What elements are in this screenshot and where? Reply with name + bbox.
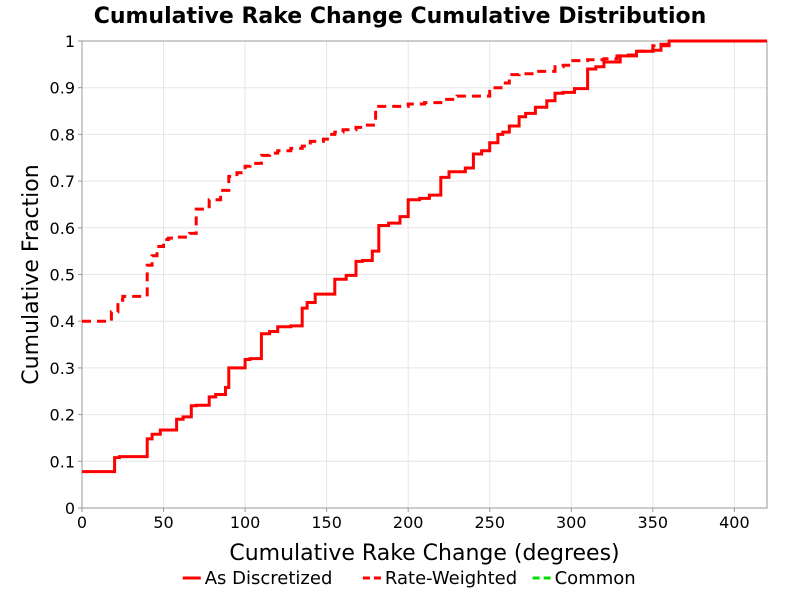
y-tick-label: 1 [65, 32, 75, 51]
y-tick-label: 0.8 [50, 125, 75, 144]
x-tick-label: 350 [638, 513, 669, 532]
x-tick-label: 200 [393, 513, 424, 532]
x-tick-label: 150 [311, 513, 342, 532]
y-tick-label: 0.4 [50, 312, 75, 331]
x-tick-label: 100 [230, 513, 261, 532]
legend-label: Common [555, 568, 636, 589]
y-tick-label: 0.5 [50, 266, 75, 285]
y-axis-label: Cumulative Fraction [19, 164, 44, 384]
y-tick-label: 0.3 [50, 359, 75, 378]
x-tick-label: 250 [474, 513, 505, 532]
legend-label: Rate-Weighted [385, 568, 517, 589]
x-axis-label: Cumulative Rake Change (degrees) [229, 541, 619, 566]
y-tick-label: 0.1 [50, 452, 75, 471]
y-tick-label: 0.2 [50, 406, 75, 425]
x-tick-label: 300 [556, 513, 587, 532]
x-tick-label: 50 [153, 513, 173, 532]
series-line-rate-weighted [82, 39, 767, 323]
series-line-as-discretized [82, 39, 767, 474]
y-tick-label: 0.9 [50, 79, 75, 98]
x-tick-label: 0 [77, 513, 87, 532]
y-tick-label: 0.6 [50, 219, 75, 238]
legend-label: As Discretized [205, 568, 333, 589]
x-tick-label: 400 [719, 513, 750, 532]
y-tick-label: 0 [65, 499, 75, 518]
y-tick-label: 0.7 [50, 172, 75, 191]
chart-title: Cumulative Rake Change Cumulative Distri… [94, 4, 707, 29]
